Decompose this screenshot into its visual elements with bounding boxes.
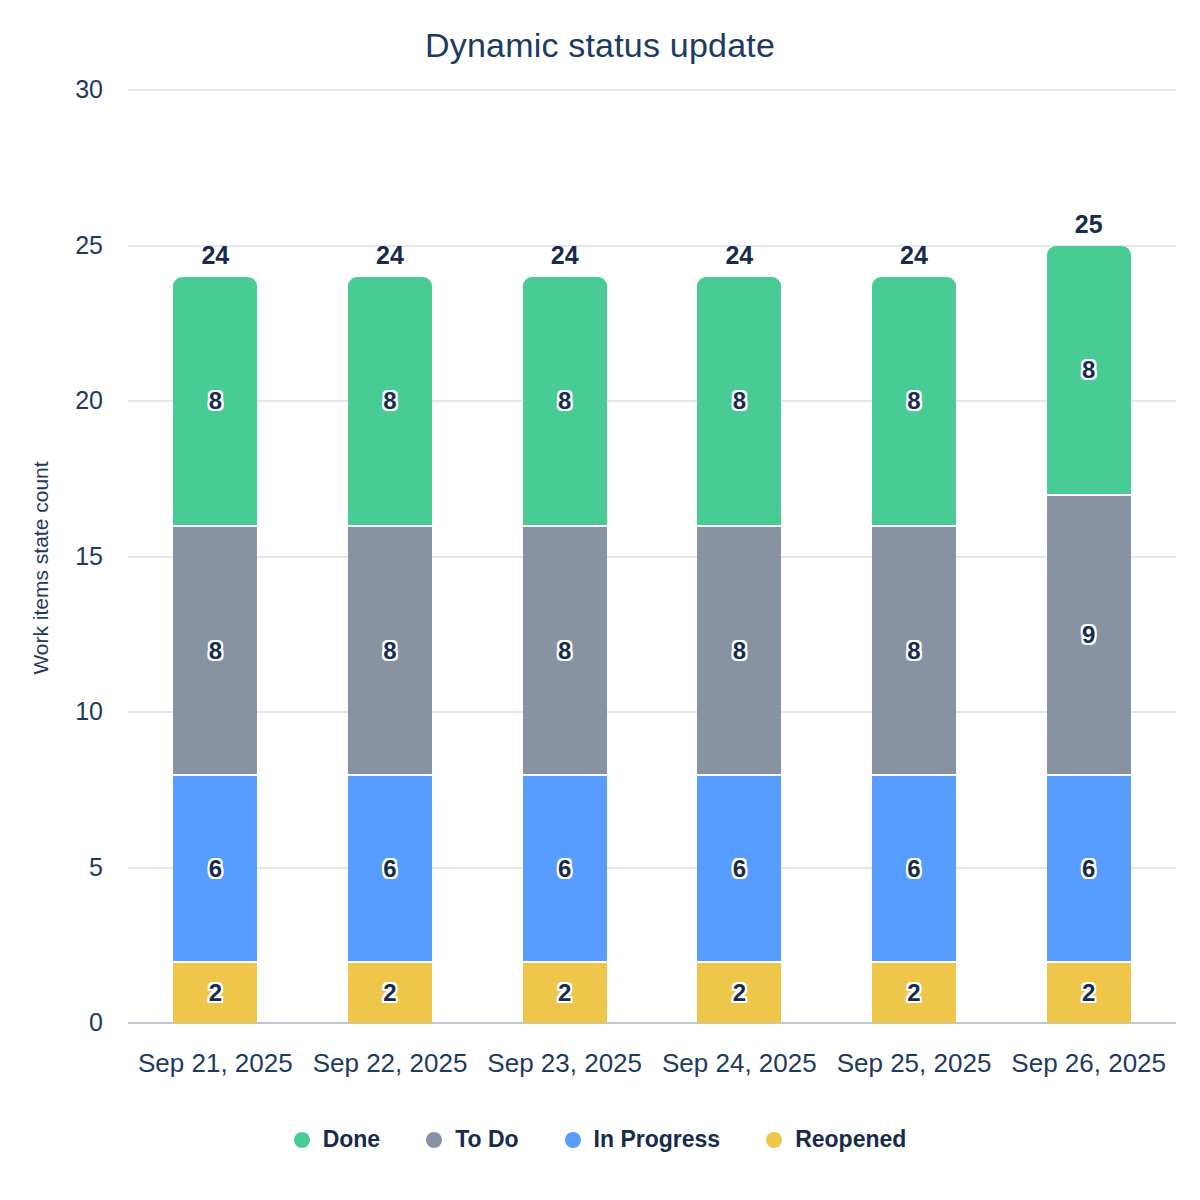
bar-segment-reopened-sep-26-2025[interactable]: 2 <box>1047 961 1131 1023</box>
bar-segment-in-progress-sep-23-2025[interactable]: 6 <box>523 774 607 961</box>
status-chart: Dynamic status update Work items state c… <box>0 0 1200 1200</box>
bar-segment-reopened-sep-25-2025[interactable]: 2 <box>872 961 956 1023</box>
segment-value-label: 2 <box>733 979 746 1007</box>
bar-sep-25-2025: 886224 <box>872 277 956 1023</box>
bars-row: 8 8 6 2 24 8 8 6 2 24 8 8 6 2 24 8 8 6 2 24 8 8 6 2 24 8 9 6 2 25 <box>128 90 1176 1023</box>
bar-segment-in-progress-sep-26-2025[interactable]: 6 <box>1047 774 1131 961</box>
bar-segment-done-sep-21-2025[interactable]: 8 <box>173 277 257 526</box>
y-tick-label-5: 5 <box>33 855 103 880</box>
legend-item-in-progress[interactable]: In Progress <box>565 1126 721 1153</box>
y-tick-label-25: 25 <box>33 233 103 258</box>
segment-value-label: 2 <box>383 979 396 1007</box>
segment-value-label: 8 <box>733 387 746 415</box>
bar-segment-reopened-sep-22-2025[interactable]: 2 <box>348 961 432 1023</box>
bar-segment-done-sep-24-2025[interactable]: 8 <box>697 277 781 526</box>
x-axis-label-sep-26-2025: Sep 26, 2025 <box>1001 1048 1176 1079</box>
bar-segment-reopened-sep-23-2025[interactable]: 2 <box>523 961 607 1023</box>
segment-value-label: 9 <box>1082 621 1095 649</box>
bar-segment-reopened-sep-24-2025[interactable]: 2 <box>697 961 781 1023</box>
y-tick-label-0: 0 <box>33 1010 103 1035</box>
legend-label-reopened: Reopened <box>795 1126 906 1153</box>
bar-segment-to-do-sep-26-2025[interactable]: 9 <box>1047 494 1131 774</box>
legend-item-to-do[interactable]: To Do <box>426 1126 518 1153</box>
segment-value-label: 8 <box>733 637 746 665</box>
bar-slot-sep-26-2025: 8 9 6 2 25 <box>1001 90 1176 1023</box>
bar-total-label-sep-26-2025: 25 <box>1075 210 1103 239</box>
bar-segment-done-sep-25-2025[interactable]: 8 <box>872 277 956 526</box>
bar-segment-to-do-sep-24-2025[interactable]: 8 <box>697 525 781 774</box>
x-axis-label-sep-25-2025: Sep 25, 2025 <box>827 1048 1002 1079</box>
x-axis: Sep 21, 2025Sep 22, 2025Sep 23, 2025Sep … <box>128 1048 1176 1079</box>
bar-segment-to-do-sep-21-2025[interactable]: 8 <box>173 525 257 774</box>
segment-value-label: 8 <box>558 637 571 665</box>
bar-sep-22-2025: 886224 <box>348 277 432 1023</box>
bar-sep-26-2025: 896225 <box>1047 246 1131 1023</box>
legend-item-reopened[interactable]: Reopened <box>766 1126 906 1153</box>
x-axis-label-sep-23-2025: Sep 23, 2025 <box>477 1048 652 1079</box>
segment-value-label: 6 <box>383 855 396 883</box>
legend-swatch-done-icon <box>294 1132 310 1148</box>
plot-area: 051015202530 886224886224886224886224886… <box>128 90 1176 1023</box>
segment-value-label: 8 <box>907 387 920 415</box>
bar-segment-done-sep-26-2025[interactable]: 8 <box>1047 246 1131 495</box>
segment-value-label: 6 <box>558 855 571 883</box>
legend-swatch-in-progress-icon <box>565 1132 581 1148</box>
bar-segment-done-sep-23-2025[interactable]: 8 <box>523 277 607 526</box>
x-axis-label-sep-22-2025: Sep 22, 2025 <box>303 1048 478 1079</box>
x-axis-label-sep-24-2025: Sep 24, 2025 <box>652 1048 827 1079</box>
bar-segment-in-progress-sep-24-2025[interactable]: 6 <box>697 774 781 961</box>
segment-value-label: 6 <box>209 855 222 883</box>
bar-total-label-sep-21-2025: 24 <box>201 241 229 270</box>
legend-label-in-progress: In Progress <box>594 1126 721 1153</box>
y-tick-label-10: 10 <box>33 699 103 724</box>
bar-slot-sep-24-2025: 8 8 6 2 24 <box>652 90 827 1023</box>
bar-segment-reopened-sep-21-2025[interactable]: 2 <box>173 961 257 1023</box>
bar-total-label-sep-22-2025: 24 <box>376 241 404 270</box>
legend-item-done[interactable]: Done <box>294 1126 381 1153</box>
bar-slot-sep-21-2025: 8 8 6 2 24 <box>128 90 303 1023</box>
segment-value-label: 8 <box>907 637 920 665</box>
segment-value-label: 6 <box>733 855 746 883</box>
legend-label-done: Done <box>323 1126 381 1153</box>
y-tick-label-30: 30 <box>33 77 103 102</box>
x-axis-label-sep-21-2025: Sep 21, 2025 <box>128 1048 303 1079</box>
bar-sep-21-2025: 886224 <box>173 277 257 1023</box>
bar-slot-sep-25-2025: 8 8 6 2 24 <box>827 90 1002 1023</box>
bar-sep-23-2025: 886224 <box>523 277 607 1023</box>
y-tick-label-15: 15 <box>33 544 103 569</box>
segment-value-label: 8 <box>209 637 222 665</box>
bar-segment-to-do-sep-23-2025[interactable]: 8 <box>523 525 607 774</box>
bar-total-label-sep-23-2025: 24 <box>551 241 579 270</box>
bar-segment-in-progress-sep-21-2025[interactable]: 6 <box>173 774 257 961</box>
legend-label-to-do: To Do <box>455 1126 518 1153</box>
legend-swatch-to-do-icon <box>426 1132 442 1148</box>
segment-value-label: 8 <box>209 387 222 415</box>
segment-value-label: 2 <box>907 979 920 1007</box>
segment-value-label: 2 <box>1082 979 1095 1007</box>
bar-segment-to-do-sep-25-2025[interactable]: 8 <box>872 525 956 774</box>
legend-swatch-reopened-icon <box>766 1132 782 1148</box>
segment-value-label: 8 <box>383 387 396 415</box>
y-tick-label-20: 20 <box>33 388 103 413</box>
bar-total-label-sep-25-2025: 24 <box>900 241 928 270</box>
bar-segment-in-progress-sep-25-2025[interactable]: 6 <box>872 774 956 961</box>
segment-value-label: 8 <box>383 637 396 665</box>
segment-value-label: 8 <box>558 387 571 415</box>
bar-sep-24-2025: 886224 <box>697 277 781 1023</box>
bar-segment-done-sep-22-2025[interactable]: 8 <box>348 277 432 526</box>
segment-value-label: 2 <box>558 979 571 1007</box>
bar-segment-in-progress-sep-22-2025[interactable]: 6 <box>348 774 432 961</box>
segment-value-label: 6 <box>1082 855 1095 883</box>
bar-total-label-sep-24-2025: 24 <box>725 241 753 270</box>
legend: Done To Do In Progress Reopened <box>0 1126 1200 1153</box>
bar-segment-to-do-sep-22-2025[interactable]: 8 <box>348 525 432 774</box>
segment-value-label: 6 <box>907 855 920 883</box>
bar-slot-sep-23-2025: 8 8 6 2 24 <box>477 90 652 1023</box>
chart-title: Dynamic status update <box>0 26 1200 65</box>
segment-value-label: 2 <box>209 979 222 1007</box>
segment-value-label: 8 <box>1082 356 1095 384</box>
bar-slot-sep-22-2025: 8 8 6 2 24 <box>303 90 478 1023</box>
